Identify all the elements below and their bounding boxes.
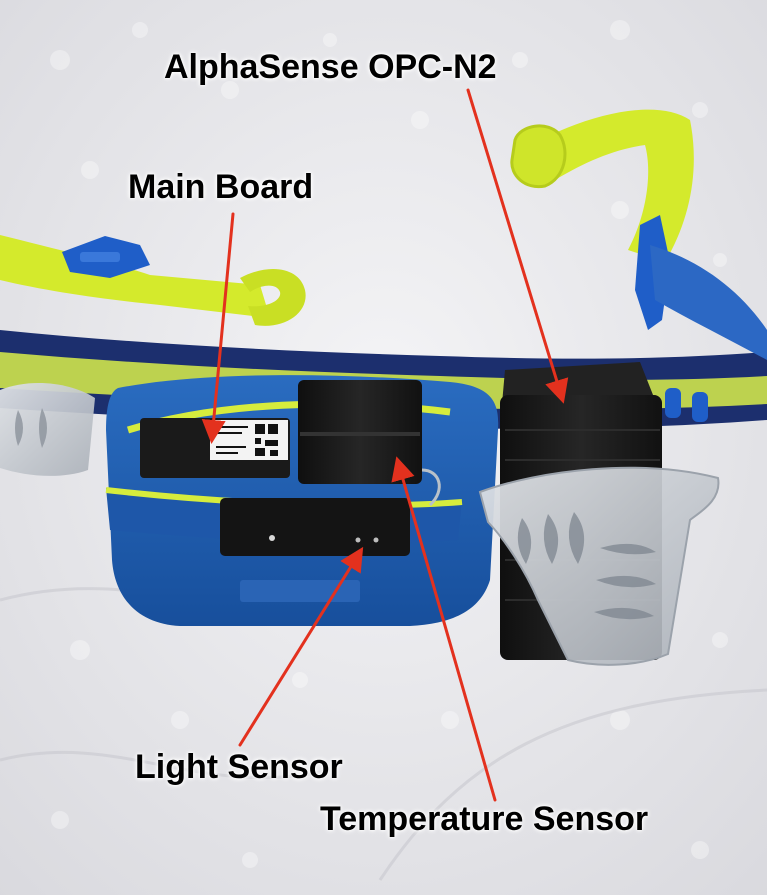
temperature-sensor-callout-label: Temperature Sensor bbox=[320, 800, 649, 838]
callout-arrows bbox=[201, 88, 569, 802]
arrow-light-sensor bbox=[238, 546, 364, 747]
opc-cable-ties bbox=[665, 388, 708, 422]
light-sensor-callout-label: Light Sensor bbox=[135, 748, 343, 786]
arrow-opc bbox=[466, 88, 569, 404]
left-strap-loop bbox=[240, 268, 306, 326]
pouch-velcro-patch bbox=[240, 580, 360, 602]
opc-callout-label: AlphaSense OPC-N2 bbox=[164, 48, 497, 86]
right-strap-loop bbox=[510, 124, 567, 189]
opc-top bbox=[502, 362, 655, 404]
arrow-temperature-sensor bbox=[391, 456, 497, 802]
left-clip bbox=[0, 383, 95, 476]
light-sensor-board bbox=[220, 498, 410, 556]
clip-cutouts bbox=[517, 512, 656, 620]
arrow-main-board bbox=[201, 212, 235, 444]
right-belt-wing bbox=[650, 245, 767, 360]
right-clip bbox=[478, 466, 720, 666]
qr-code bbox=[216, 424, 278, 456]
main-board-callout-label: Main Board bbox=[128, 168, 314, 206]
